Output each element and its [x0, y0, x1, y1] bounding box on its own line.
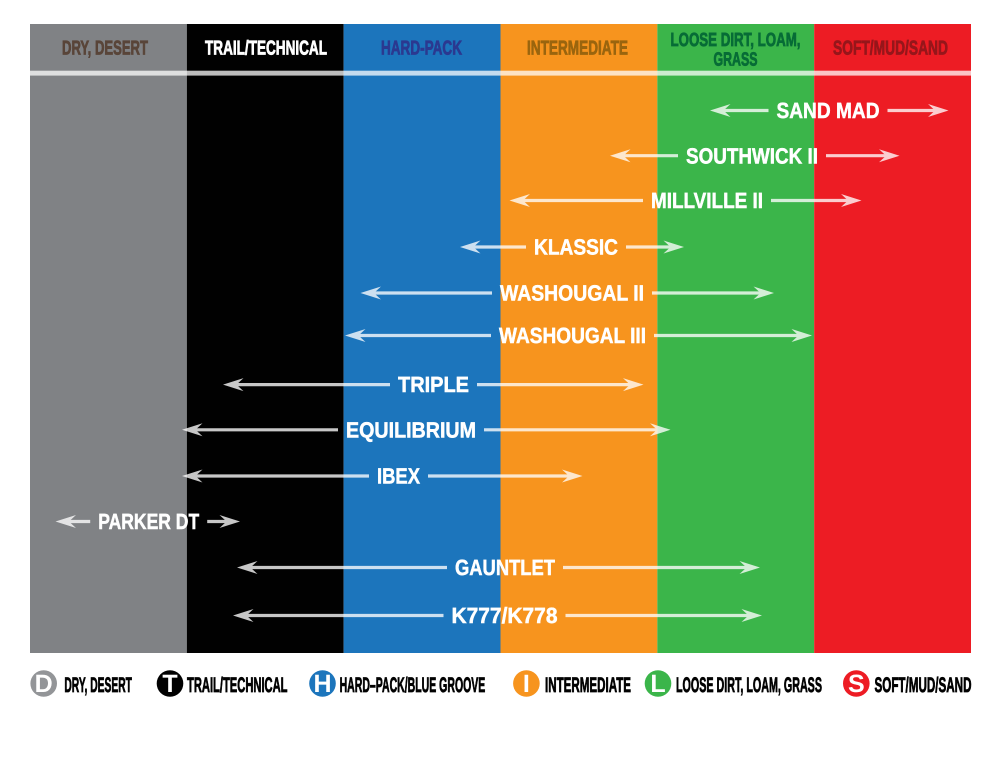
svg-text:GRASS: GRASS: [714, 50, 758, 71]
svg-text:SOFT/MUD/SAND: SOFT/MUD/SAND: [875, 674, 972, 697]
svg-text:K777/K778: K777/K778: [452, 603, 558, 628]
svg-text:I: I: [523, 670, 530, 698]
svg-text:HARD-PACK: HARD-PACK: [381, 38, 462, 60]
svg-text:INTERMEDIATE: INTERMEDIATE: [545, 674, 631, 697]
svg-text:DRY, DESERT: DRY, DESERT: [62, 38, 148, 60]
svg-text:WASHOUGAL II: WASHOUGAL II: [500, 281, 644, 306]
svg-text:HARD–PACK/BLUE GROOVE: HARD–PACK/BLUE GROOVE: [340, 674, 486, 697]
svg-text:DRY, DESERT: DRY, DESERT: [64, 674, 132, 697]
svg-text:MILLVILLE II: MILLVILLE II: [651, 188, 763, 213]
svg-text:SAND MAD: SAND MAD: [777, 98, 880, 123]
svg-text:T: T: [162, 670, 177, 698]
svg-text:WASHOUGAL III: WASHOUGAL III: [499, 323, 646, 348]
svg-text:TRIPLE: TRIPLE: [398, 372, 469, 397]
svg-text:TRAIL/TECHNICAL: TRAIL/TECHNICAL: [187, 674, 288, 697]
svg-text:EQUILIBRIUM: EQUILIBRIUM: [346, 417, 476, 442]
svg-text:S: S: [848, 670, 865, 698]
svg-text:LOOSE DIRT, LOAM, GRASS: LOOSE DIRT, LOAM, GRASS: [676, 674, 822, 697]
svg-text:TRAIL/TECHNICAL: TRAIL/TECHNICAL: [205, 38, 327, 60]
svg-text:INTERMEDIATE: INTERMEDIATE: [527, 38, 628, 60]
svg-text:PARKER DT: PARKER DT: [98, 509, 199, 534]
svg-text:LOOSE DIRT, LOAM,: LOOSE DIRT, LOAM,: [671, 30, 801, 51]
svg-text:D: D: [35, 670, 53, 698]
svg-text:IBEX: IBEX: [377, 464, 420, 489]
svg-text:KLASSIC: KLASSIC: [534, 235, 618, 260]
svg-text:H: H: [313, 670, 331, 698]
svg-text:L: L: [650, 670, 665, 698]
svg-text:SOUTHWICK II: SOUTHWICK II: [686, 143, 818, 168]
svg-text:SOFT/MUD/SAND: SOFT/MUD/SAND: [833, 38, 948, 60]
svg-text:GAUNTLET: GAUNTLET: [455, 555, 555, 580]
